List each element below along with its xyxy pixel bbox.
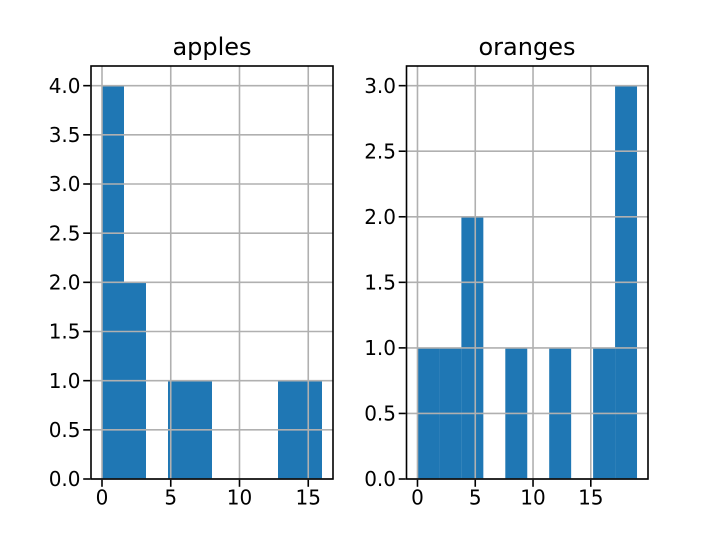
y-tick-label: 3.0 xyxy=(364,74,396,98)
y-tick-label: 1.0 xyxy=(49,369,81,393)
x-tick-label: 15 xyxy=(296,486,321,510)
chart-title-oranges: oranges xyxy=(478,33,576,61)
y-tick-label: 1.5 xyxy=(364,271,396,295)
x-tick-label: 0 xyxy=(96,486,109,510)
x-tick-label: 5 xyxy=(164,486,177,510)
y-tick-label: 0.5 xyxy=(364,402,396,426)
y-tick-label: 0.0 xyxy=(49,467,81,491)
y-tick-label: 3.0 xyxy=(49,172,81,196)
axes-spines xyxy=(405,65,649,480)
y-tick-label: 1.5 xyxy=(49,320,81,344)
y-tick-label: 0.0 xyxy=(364,467,396,491)
x-tick-label: 10 xyxy=(520,486,545,510)
y-tick-label: 2.0 xyxy=(364,205,396,229)
y-tick-label: 4.0 xyxy=(49,74,81,98)
y-tick-label: 2.5 xyxy=(364,139,396,163)
y-tick-label: 0.5 xyxy=(49,418,81,442)
y-tick-label: 2.5 xyxy=(49,221,81,245)
axes-spines xyxy=(90,65,334,480)
y-tick-label: 1.0 xyxy=(364,336,396,360)
x-tick-label: 5 xyxy=(469,486,482,510)
x-tick-label: 0 xyxy=(411,486,424,510)
chart-title-apples: apples xyxy=(172,33,252,61)
y-tick-label: 2.0 xyxy=(49,271,81,295)
x-tick-label: 10 xyxy=(227,486,252,510)
x-tick-label: 15 xyxy=(578,486,603,510)
y-tick-label: 3.5 xyxy=(49,123,81,147)
